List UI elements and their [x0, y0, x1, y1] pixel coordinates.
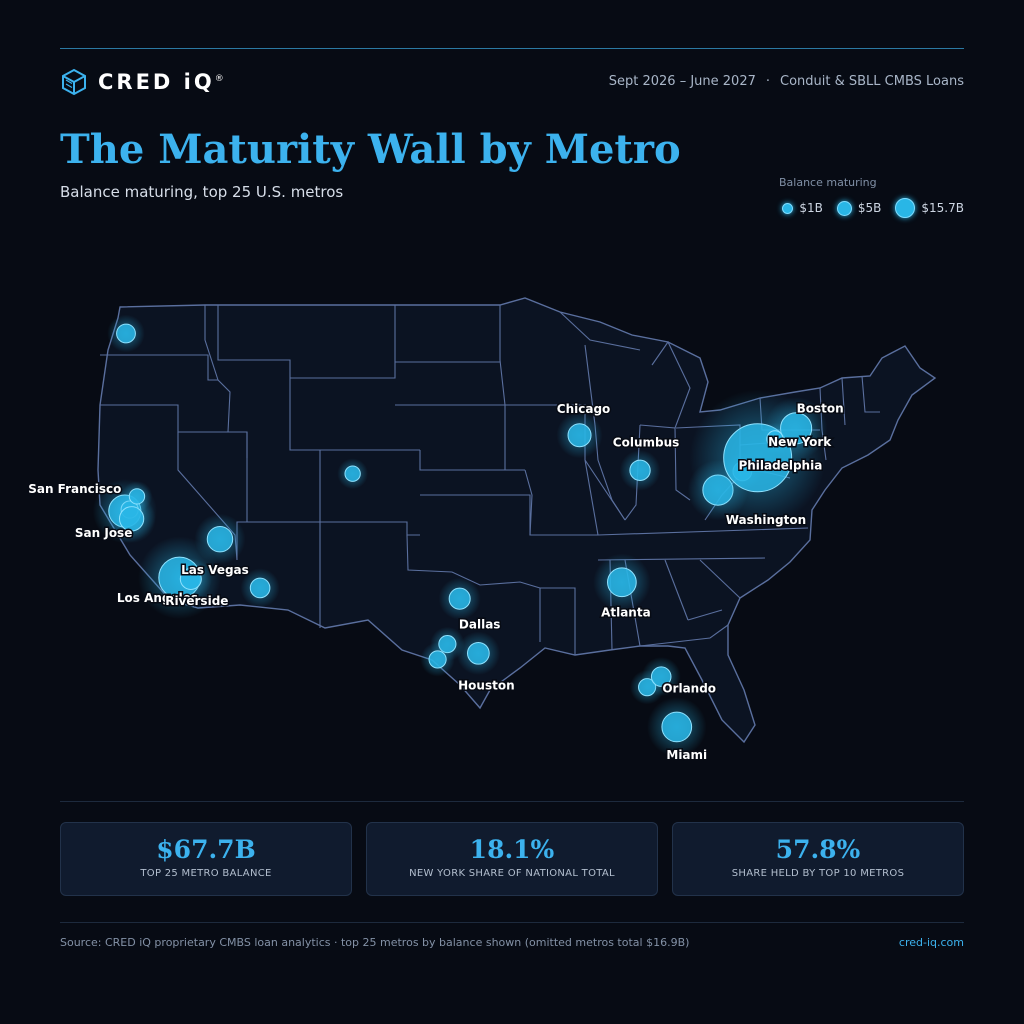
metro-bubble-sacramento[interactable] [128, 488, 146, 505]
metro-label-chicago: Chicago [557, 402, 611, 416]
metro-label-orlando: Orlando [662, 682, 716, 696]
metro-label-washington: Washington [726, 513, 806, 527]
page-subtitle: Balance maturing, top 25 U.S. metros [60, 183, 344, 201]
metro-bubble-chicago[interactable] [567, 423, 592, 448]
metro-bubble-denver[interactable] [344, 465, 361, 482]
stat-value-top10: 57.8% [775, 835, 861, 864]
metro-bubble-columbus[interactable] [629, 459, 651, 481]
legend-items: $1B $5B $15.7B [764, 198, 964, 218]
legend-bubble-medium [836, 200, 852, 216]
metro-bubble-phoenix[interactable] [249, 577, 271, 599]
brand-name-text: CRED iQ [98, 70, 215, 94]
legend-title: Balance maturing [779, 176, 877, 189]
metro-label-los-angeles: Los Angeles [117, 591, 198, 605]
metro-bubble-seattle[interactable] [116, 323, 136, 344]
stat-label-ny-share: NEW YORK SHARE OF NATIONAL TOTAL [409, 868, 615, 879]
scope-text: Conduit & SBLL CMBS Loans [780, 74, 964, 89]
top-rule [60, 48, 964, 49]
footer-link[interactable]: cred-iq.com [898, 936, 964, 949]
metro-bubble-las-vegas[interactable] [206, 525, 234, 553]
metro-bubble-miami[interactable] [661, 711, 693, 743]
metro-bubbles[interactable] [92, 314, 828, 757]
us-metro-map[interactable]: San Francisco San Jose Las Vegas Los Angele… [0, 0, 1024, 800]
metro-bubble-san-antonio[interactable] [428, 650, 447, 669]
metro-label-atlanta: Atlanta [601, 605, 651, 619]
cube-logo-icon [62, 68, 86, 96]
stat-value-ny-share: 18.1% [469, 835, 555, 864]
metro-bubble-atlanta[interactable] [607, 567, 637, 598]
metro-label-dallas: Dallas [459, 618, 501, 632]
brand-logo[interactable]: CRED iQ® [60, 68, 224, 96]
legend-label-small: $1B [799, 201, 823, 215]
metro-label-houston: Houston [458, 678, 515, 692]
metro-label-las-vegas: Las Vegas [181, 563, 249, 577]
stat-value-total: $67.7B [156, 835, 256, 864]
metro-label-philadelphia: Philadelphia [738, 458, 822, 472]
metro-bubble-orlando[interactable] [650, 666, 672, 687]
metro-labels: San Francisco San Jose Las Vegas Los Angele… [27, 400, 845, 764]
brand-name: CRED iQ® [98, 70, 224, 94]
stat-label-top10: SHARE HELD BY TOP 10 METROS [731, 868, 905, 879]
legend-bubble-large [895, 198, 916, 218]
meta-separator: · [765, 74, 771, 89]
metro-label-san-jose: San Jose [75, 526, 132, 540]
metro-bubble-hartford[interactable] [766, 430, 784, 448]
legend-label-medium: $5B [857, 201, 882, 215]
legend-label-large: $15.7B [921, 201, 964, 215]
stats-divider [60, 801, 964, 802]
footer-divider [60, 922, 964, 923]
stat-card-top10: 57.8% SHARE HELD BY TOP 10 METROS [672, 822, 964, 896]
trademark-mark: ® [214, 74, 224, 84]
stat-label-total: TOP 25 METRO BALANCE [140, 868, 272, 879]
legend-item-large: $15.7B [895, 198, 964, 218]
metro-label-boston: Boston [797, 401, 844, 415]
size-legend: Balance maturing $1B $5B $15.7B [764, 176, 964, 218]
header-meta: Sept 2026 – June 2027 · Conduit & SBLL C… [609, 74, 964, 89]
metro-label-new-york: New York [768, 435, 832, 449]
metro-label-riverside: Riverside [165, 594, 228, 608]
footer-source: Source: CRED iQ proprietary CMBS loan an… [60, 936, 690, 949]
legend-item-medium: $5B [836, 200, 882, 216]
state-borders [100, 305, 880, 655]
page-title: The Maturity Wall by Metro [60, 126, 681, 173]
stat-card-ny-share: 18.1% NEW YORK SHARE OF NATIONAL TOTAL [366, 822, 658, 896]
stat-card-total: $67.7B TOP 25 METRO BALANCE [60, 822, 352, 896]
metro-label-miami: Miami [666, 748, 707, 762]
metro-label-san-francisco: San Francisco [28, 482, 121, 496]
metro-label-columbus: Columbus [613, 435, 680, 449]
legend-bubble-small [782, 202, 794, 214]
metro-bubble-houston[interactable] [467, 641, 490, 665]
metro-bubble-dallas[interactable] [448, 587, 471, 610]
period-text: Sept 2026 – June 2027 [608, 74, 756, 89]
legend-item-small: $1B [782, 201, 823, 215]
metro-bubble-riverside[interactable] [179, 567, 202, 590]
